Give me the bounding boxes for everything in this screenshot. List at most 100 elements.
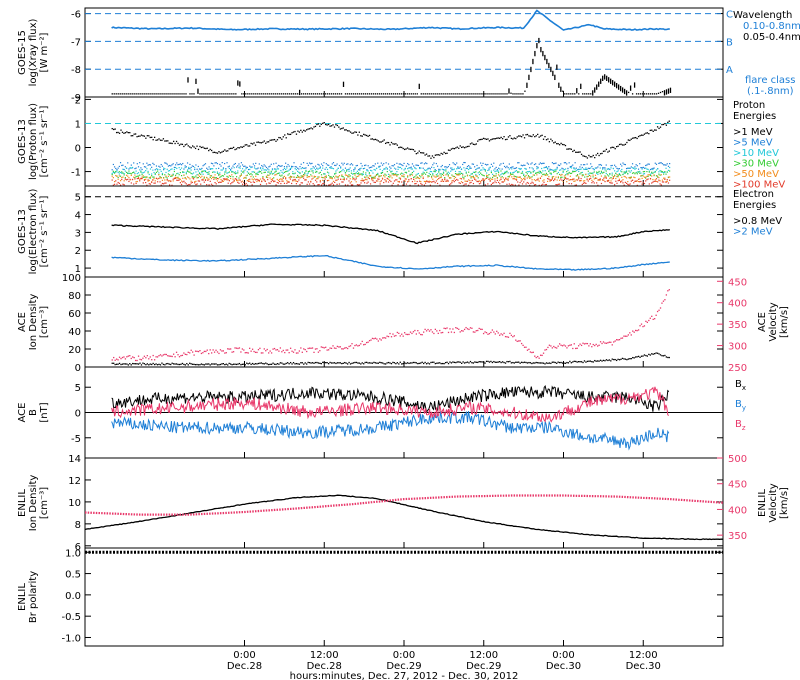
data-point (484, 362, 486, 364)
data-point (302, 173, 305, 176)
data-point (240, 146, 242, 148)
data-point (483, 168, 485, 170)
legend-title: Energies (733, 200, 776, 211)
data-point (504, 138, 507, 141)
data-point (361, 362, 363, 364)
data-point (137, 363, 140, 365)
data-point (155, 177, 158, 180)
y-axis-label-right-line: [km/s] (779, 487, 790, 519)
data-point (216, 351, 219, 353)
data-point (295, 362, 298, 365)
data-point (651, 93, 654, 95)
data-point (367, 176, 369, 179)
data-point (586, 93, 588, 95)
data-point (262, 352, 264, 354)
data-point (532, 170, 534, 172)
data-point (231, 93, 233, 95)
data-point (584, 168, 586, 170)
data-point (487, 176, 489, 179)
data-point (645, 164, 647, 167)
data-point (630, 170, 632, 172)
data-point (186, 169, 189, 171)
data-point (524, 90, 526, 92)
data-point (143, 171, 146, 173)
data-point (411, 174, 414, 176)
data-point (235, 176, 238, 178)
data-point (636, 356, 638, 358)
data-point (247, 179, 250, 181)
data-point (619, 170, 622, 172)
data-point (125, 179, 128, 181)
data-point (595, 154, 597, 156)
data-point (342, 176, 344, 178)
data-point (425, 162, 427, 164)
data-point (117, 93, 119, 95)
data-point (545, 166, 548, 169)
data-point (386, 170, 388, 173)
data-point (258, 170, 260, 172)
data-point (256, 178, 258, 180)
data-point (534, 355, 536, 357)
data-point (215, 178, 217, 180)
data-point (190, 363, 192, 365)
data-point (499, 164, 501, 166)
data-point (146, 135, 148, 137)
data-point (291, 93, 293, 95)
data-point (255, 93, 257, 95)
data-point (555, 168, 557, 170)
data-point (560, 361, 562, 364)
data-point (183, 352, 185, 354)
data-point (380, 362, 382, 364)
data-point (111, 179, 113, 181)
data-point (266, 363, 268, 365)
data-point (436, 93, 438, 95)
data-point (131, 178, 134, 181)
data-point (295, 180, 298, 182)
data-point (227, 348, 229, 350)
data-point (485, 360, 488, 363)
data-point (246, 362, 248, 364)
data-point (354, 168, 356, 170)
data-point (422, 176, 424, 178)
data-point (491, 165, 494, 167)
data-point (129, 167, 131, 169)
data-point (337, 178, 339, 180)
data-point (580, 177, 582, 180)
data-point (361, 178, 363, 180)
data-point (593, 178, 595, 180)
data-point (623, 175, 625, 178)
data-point (493, 175, 495, 177)
data-point (188, 183, 190, 186)
data-point (125, 174, 128, 176)
y-axis-label-line: [W m⁻²] (39, 32, 50, 72)
data-point (222, 350, 225, 352)
data-point (459, 177, 461, 180)
data-point (597, 179, 599, 181)
data-point (252, 181, 254, 183)
data-point (598, 81, 600, 87)
data-point (550, 362, 552, 365)
data-point (464, 183, 466, 185)
data-point (621, 176, 623, 178)
data-point (621, 337, 624, 339)
data-point (462, 163, 464, 166)
data-point (663, 177, 665, 179)
data-point (456, 178, 458, 181)
data-point (472, 331, 475, 333)
data-point (346, 174, 348, 176)
data-point (480, 328, 482, 330)
data-point (599, 167, 601, 169)
data-point (574, 168, 576, 170)
data-point (193, 93, 195, 95)
data-point (501, 172, 503, 174)
data-point (628, 170, 630, 172)
data-point (113, 180, 116, 183)
data-point (496, 176, 498, 179)
data-point (427, 181, 429, 183)
data-point (518, 167, 520, 170)
data-point (152, 354, 154, 357)
data-point (300, 129, 302, 132)
data-point (584, 176, 586, 178)
